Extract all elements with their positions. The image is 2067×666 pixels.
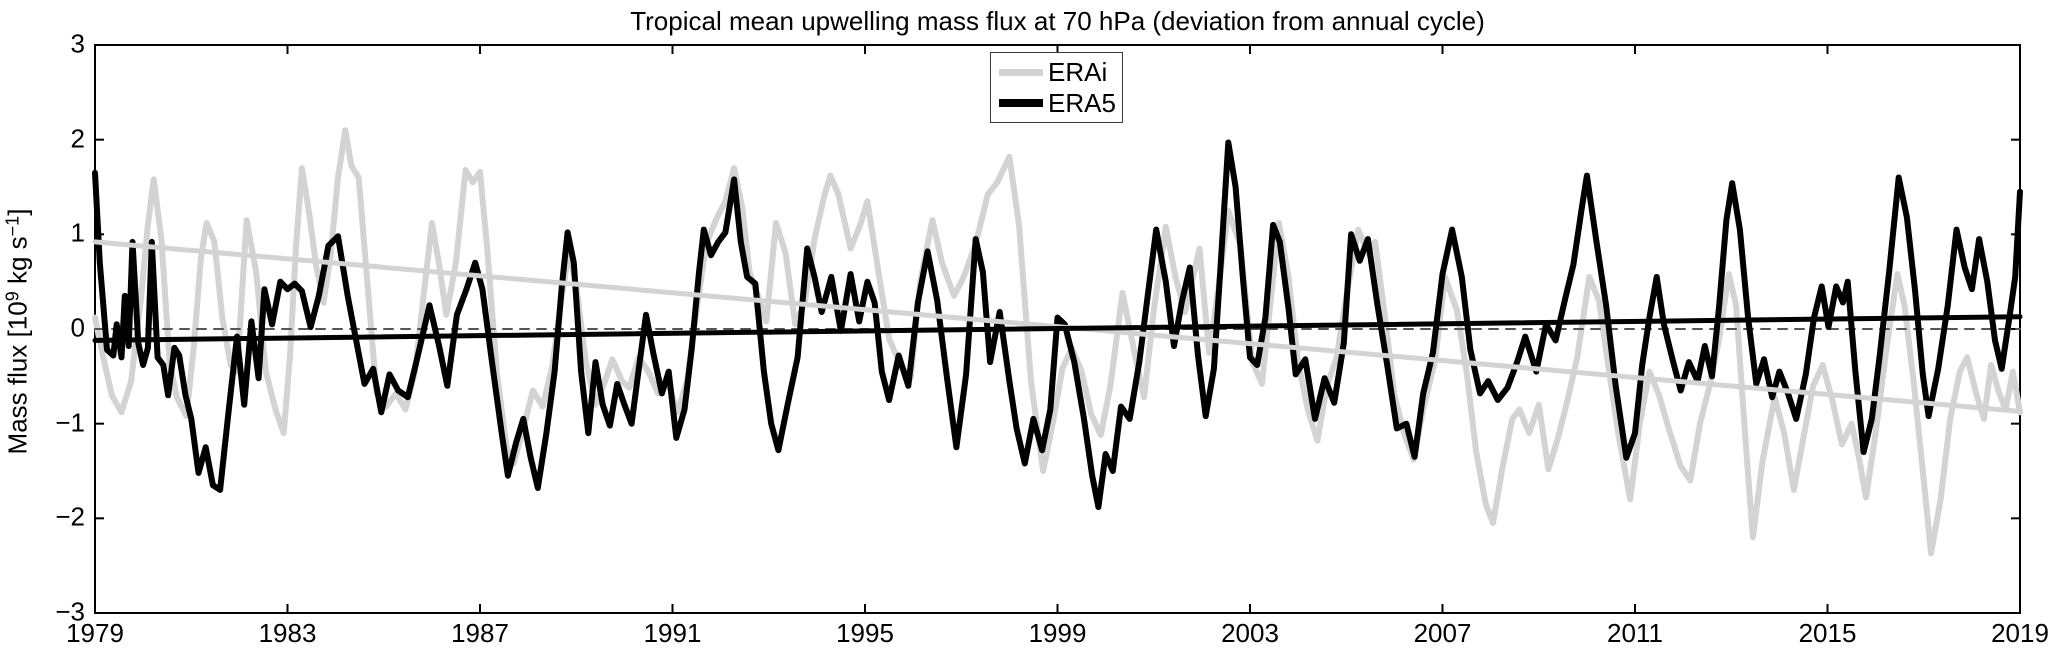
y-tick-label: 2 [70,122,85,153]
x-tick-label: 1983 [258,618,317,648]
x-tick-label: 1999 [1028,618,1087,648]
legend-item-erai: ERAi [999,59,1114,85]
x-tick-label: 2019 [1991,618,2049,648]
legend-box: ERAi ERA5 [990,52,1123,123]
legend-label-erai: ERAi [1048,57,1108,88]
erai-line-swatch [999,68,1043,76]
chart-title: Tropical mean upwelling mass flux at 70 … [630,6,1485,36]
y-axis-label-suffix: ] [2,208,33,216]
x-tick-label: 2007 [1413,618,1472,648]
x-tick-label: 2015 [1798,618,1857,648]
y-tick-label: 1 [70,217,85,248]
y-axis-label-exponent: 9 [2,291,23,302]
x-tick-label: 2011 [1607,618,1663,648]
x-tick-label: 1987 [451,618,509,648]
era5-line-swatch [999,98,1043,107]
y-tick-label: −3 [55,596,85,627]
y-tick-label: 0 [70,312,85,343]
x-tick-label: 1991 [643,618,702,648]
y-tick-label: −2 [55,501,85,532]
y-tick-label: 3 [70,28,85,59]
legend-item-era5: ERA5 [999,87,1116,118]
x-tick-label: 1995 [836,618,894,648]
x-tick-label: 2003 [1221,618,1279,648]
legend-label-era5: ERA5 [1048,87,1116,118]
x-tick-label: 1979 [66,618,124,648]
y-tick-label: −1 [55,406,85,437]
